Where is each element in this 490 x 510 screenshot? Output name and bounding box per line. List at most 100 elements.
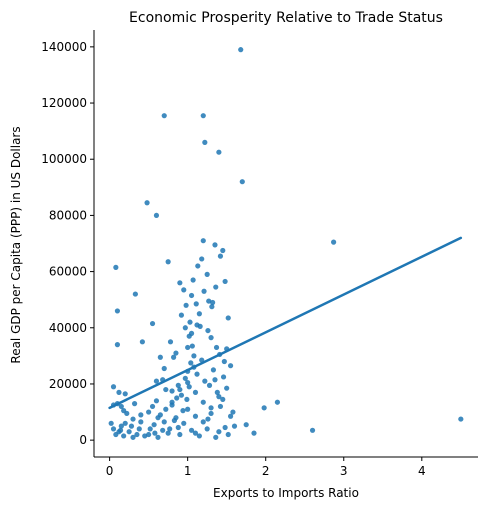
data-point xyxy=(151,422,157,428)
data-point xyxy=(238,47,244,53)
data-point xyxy=(192,430,199,436)
data-point xyxy=(200,419,206,425)
data-point xyxy=(153,378,160,384)
data-point xyxy=(230,409,236,415)
data-point xyxy=(192,389,199,395)
data-point xyxy=(108,420,114,426)
data-point xyxy=(217,403,224,410)
y-tick-label: 0 xyxy=(79,433,87,447)
data-point xyxy=(274,399,281,405)
data-point xyxy=(261,405,267,411)
data-point xyxy=(204,271,210,277)
data-point xyxy=(153,398,160,404)
data-point xyxy=(118,403,124,410)
x-tick-label: 2 xyxy=(262,464,270,478)
data-point xyxy=(190,277,196,283)
data-point xyxy=(169,388,175,394)
regression-line xyxy=(108,236,463,410)
data-point xyxy=(213,434,219,440)
y-tick-label: 20000 xyxy=(49,377,87,391)
data-point xyxy=(196,433,202,439)
data-point xyxy=(206,382,213,388)
regression-line-layer xyxy=(108,236,463,410)
data-point xyxy=(206,298,212,304)
data-point xyxy=(149,320,156,327)
data-point xyxy=(139,339,145,345)
data-point xyxy=(227,363,234,369)
data-point xyxy=(192,413,199,419)
data-point xyxy=(210,367,217,373)
data-point xyxy=(205,416,211,422)
data-point xyxy=(146,431,152,438)
x-tick-label: 3 xyxy=(340,464,348,478)
data-point xyxy=(131,401,138,407)
data-point xyxy=(130,416,136,422)
data-point xyxy=(171,417,177,424)
data-point xyxy=(175,382,181,388)
data-point xyxy=(222,424,228,431)
data-point xyxy=(152,430,158,436)
data-point xyxy=(213,344,220,351)
data-point xyxy=(117,427,124,433)
data-point xyxy=(194,371,200,377)
data-point xyxy=(183,302,189,308)
data-point xyxy=(177,386,183,393)
data-point xyxy=(161,113,167,119)
y-axis-title: Real GDP per Capita (PPP) in US Dollars xyxy=(9,126,23,363)
x-axis-title: Exports to Imports Ratio xyxy=(213,486,359,500)
data-point xyxy=(200,399,206,405)
y-tick-label: 80000 xyxy=(49,208,87,222)
data-point xyxy=(193,301,199,307)
data-point xyxy=(122,391,128,397)
data-point xyxy=(110,384,117,390)
data-point xyxy=(200,238,206,244)
data-point xyxy=(209,304,215,310)
data-point xyxy=(224,385,230,391)
y-tick-label: 40000 xyxy=(49,321,87,335)
data-point xyxy=(167,339,174,345)
x-tick-label: 4 xyxy=(418,464,426,478)
data-point xyxy=(216,429,222,435)
data-point xyxy=(177,280,183,286)
x-tick-label: 1 xyxy=(184,464,192,478)
data-point xyxy=(161,419,167,425)
data-point xyxy=(185,406,191,412)
data-point xyxy=(188,330,195,336)
data-point xyxy=(214,389,220,395)
data-point xyxy=(121,433,127,439)
data-point xyxy=(197,323,203,329)
data-point xyxy=(202,378,208,384)
data-point xyxy=(195,263,201,269)
y-tick-label: 140000 xyxy=(41,40,87,54)
data-point xyxy=(220,396,226,403)
y-tick-label: 100000 xyxy=(41,152,87,166)
data-point xyxy=(210,299,216,306)
data-point xyxy=(114,342,121,348)
data-point xyxy=(180,408,186,414)
data-point xyxy=(118,423,124,429)
data-point xyxy=(144,200,150,206)
data-point xyxy=(181,420,187,426)
data-point xyxy=(231,423,238,429)
data-point xyxy=(167,426,173,432)
data-point xyxy=(136,426,142,432)
data-point xyxy=(161,365,167,372)
data-point xyxy=(163,386,169,393)
data-point xyxy=(174,395,180,401)
data-point xyxy=(178,312,185,318)
y-ticks: 0 20000 40000 60000 80000 100000 120000 140000 xyxy=(41,40,94,447)
data-point xyxy=(181,287,187,293)
data-point xyxy=(227,413,234,419)
data-point xyxy=(251,430,257,436)
data-point xyxy=(142,433,148,439)
data-point xyxy=(212,242,218,248)
data-point xyxy=(213,284,219,290)
data-point xyxy=(196,311,202,317)
data-point xyxy=(147,426,153,432)
data-point xyxy=(331,239,337,245)
data-point xyxy=(225,315,231,321)
data-point xyxy=(163,406,169,412)
x-tick-label: 0 xyxy=(106,464,114,478)
data-point xyxy=(204,426,210,432)
